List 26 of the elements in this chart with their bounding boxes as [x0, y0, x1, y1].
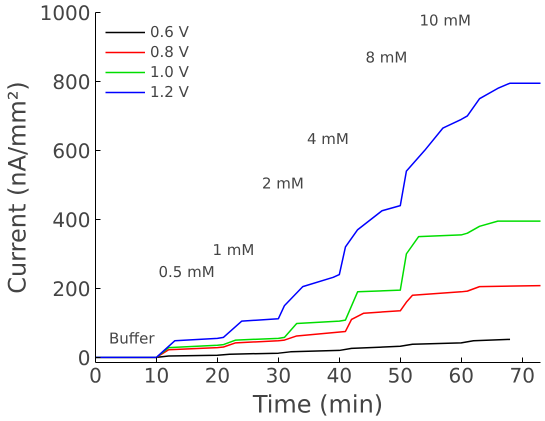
y-axis-title: Current (nA/mm²): [4, 81, 32, 294]
x-axis-title: Time (min): [252, 390, 384, 418]
annotation: 2 mM: [262, 174, 304, 192]
x-tick-label: 60: [448, 364, 474, 388]
annotation: 8 mM: [366, 48, 408, 66]
annotation: 10 mM: [420, 12, 471, 30]
legend-label: 1.0 V: [150, 63, 189, 81]
x-tick-label: 70: [509, 364, 535, 388]
annotation: 4 mM: [307, 130, 349, 148]
y-tick-label: 400: [52, 208, 91, 232]
y-tick-label: 600: [52, 138, 91, 163]
x-tick-label: 40: [326, 364, 352, 388]
x-tick-label: 20: [204, 364, 230, 388]
legend-label: 1.2 V: [150, 83, 189, 101]
annotation: Buffer: [109, 330, 156, 348]
y-tick-label: 800: [52, 70, 91, 94]
legend-label: 0.8 V: [150, 43, 189, 61]
x-tick-label: 30: [266, 364, 292, 388]
x-tick-label: 10: [144, 364, 170, 388]
y-tick-label: 0: [78, 346, 91, 370]
annotation: 1 mM: [212, 240, 254, 259]
y-tick-label: 200: [52, 276, 91, 301]
annotation: 0.5 mM: [158, 263, 215, 282]
legend-label: 0.6 V: [150, 23, 189, 41]
x-tick-label: 50: [388, 364, 414, 388]
y-tick-label: 1000: [40, 1, 91, 25]
